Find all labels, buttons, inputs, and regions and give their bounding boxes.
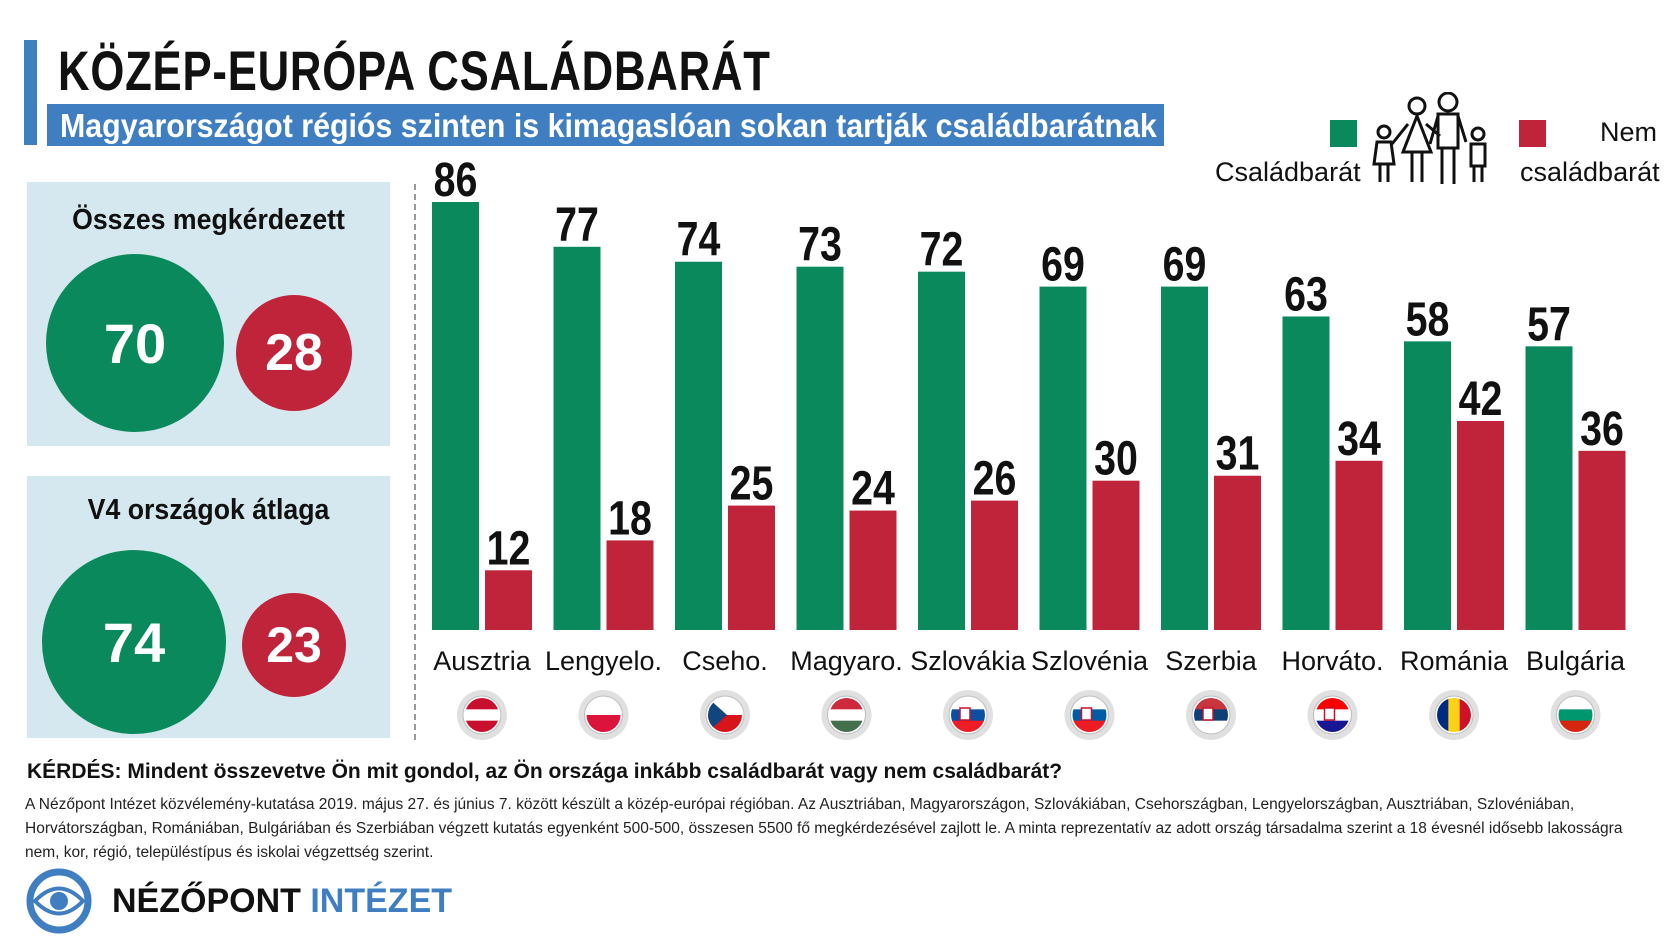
title-accent-bar bbox=[24, 40, 37, 145]
legend-negative-swatch bbox=[1519, 120, 1546, 147]
category-label-3: Magyaro. bbox=[790, 646, 903, 676]
croatia-flag-icon bbox=[1307, 690, 1358, 740]
logo-text-part2: INTÉZET bbox=[310, 882, 453, 920]
bar-negative-1 bbox=[606, 540, 654, 630]
category-label-0: Ausztria bbox=[433, 646, 532, 676]
bar-chart: 86 12 Ausztria 77 18 Lengyelo. 74 25 Cseho. 73 24 M… bbox=[432, 153, 1626, 740]
category-label-7: Horváto. bbox=[1281, 646, 1383, 676]
subtitle-banner bbox=[47, 104, 1164, 146]
hungary-flag-icon bbox=[821, 690, 872, 740]
nezopont-logo-icon bbox=[26, 868, 92, 934]
value-label-negative-2: 25 bbox=[730, 457, 774, 511]
bar-negative-8 bbox=[1457, 420, 1504, 630]
value-label-negative-4: 26 bbox=[973, 452, 1017, 506]
summary-all-negative: 28 bbox=[236, 295, 352, 411]
summary-v4-positive: 74 bbox=[42, 550, 226, 734]
bulgaria-flag-icon bbox=[1550, 690, 1601, 740]
value-label-positive-4: 72 bbox=[920, 223, 964, 277]
logo-text-part1: NÉZŐPONT bbox=[112, 882, 301, 920]
summary-v4-title: V4 országok átlaga bbox=[87, 494, 330, 526]
bar-negative-9 bbox=[1578, 450, 1626, 630]
value-label-negative-5: 30 bbox=[1094, 432, 1138, 486]
legend-negative-label-line2: családbarát bbox=[1520, 157, 1660, 187]
value-label-positive-2: 74 bbox=[677, 213, 721, 267]
category-label-1: Lengyelo. bbox=[545, 646, 662, 676]
methodology-note: A Nézőpont Intézet közvélemény-kutatása … bbox=[25, 796, 1623, 861]
value-label-positive-9: 57 bbox=[1527, 298, 1571, 352]
bar-positive-3 bbox=[796, 266, 844, 630]
poland-flag-icon bbox=[578, 690, 629, 740]
category-label-8: Románia bbox=[1400, 646, 1509, 676]
bar-negative-6 bbox=[1214, 475, 1261, 630]
value-label-positive-3: 73 bbox=[798, 218, 842, 272]
bar-positive-8 bbox=[1404, 341, 1451, 630]
slovakia-flag-icon bbox=[943, 690, 993, 740]
summary-panel-v4: V4 országok átlaga 74 23 bbox=[27, 476, 390, 738]
survey-question: KÉRDÉS: Mindent összevetve Ön mit gondol… bbox=[27, 760, 1063, 783]
value-label-positive-6: 69 bbox=[1163, 238, 1207, 292]
legend-negative-label-line1: Nem bbox=[1600, 117, 1658, 147]
bar-positive-5 bbox=[1039, 286, 1087, 630]
serbia-flag-icon bbox=[1186, 690, 1236, 740]
category-label-9: Bulgária bbox=[1526, 646, 1626, 676]
category-label-6: Szerbia bbox=[1165, 646, 1258, 676]
value-label-positive-8: 58 bbox=[1406, 293, 1450, 347]
page-title: KÖZÉP-EURÓPA CSALÁDBARÁT bbox=[58, 39, 771, 102]
legend-positive-label: Családbarát bbox=[1215, 157, 1361, 187]
bar-negative-4 bbox=[971, 500, 1018, 630]
slovenia-flag-icon bbox=[1064, 690, 1115, 740]
bar-negative-7 bbox=[1335, 460, 1383, 630]
austria-flag-icon bbox=[457, 690, 507, 740]
value-label-negative-8: 42 bbox=[1459, 372, 1503, 426]
czechia-flag-icon bbox=[700, 690, 750, 740]
chart-divider bbox=[414, 184, 416, 740]
summary-all-positive: 70 bbox=[46, 254, 224, 432]
family-icon bbox=[1372, 92, 1487, 184]
bar-negative-0 bbox=[485, 570, 532, 630]
value-label-negative-9: 36 bbox=[1580, 402, 1624, 456]
logo-text: NÉZŐPONT INTÉZET bbox=[112, 882, 452, 921]
bar-positive-2 bbox=[675, 261, 722, 630]
bar-positive-6 bbox=[1161, 286, 1208, 630]
value-label-negative-1: 18 bbox=[608, 492, 652, 546]
value-label-positive-1: 77 bbox=[555, 198, 599, 252]
value-label-negative-7: 34 bbox=[1337, 412, 1381, 466]
category-label-5: Szlovénia bbox=[1031, 646, 1149, 676]
bar-positive-4 bbox=[918, 271, 965, 630]
value-label-positive-7: 63 bbox=[1284, 268, 1328, 322]
romania-flag-icon bbox=[1429, 690, 1479, 740]
bar-positive-1 bbox=[553, 246, 601, 630]
bar-positive-9 bbox=[1525, 346, 1573, 630]
value-label-negative-6: 31 bbox=[1216, 427, 1260, 481]
bar-negative-5 bbox=[1092, 480, 1140, 630]
legend-positive-swatch bbox=[1330, 120, 1357, 147]
category-label-2: Cseho. bbox=[682, 646, 768, 676]
bar-negative-2 bbox=[728, 505, 775, 630]
summary-v4-negative: 23 bbox=[242, 593, 346, 697]
summary-all-title: Összes megkérdezett bbox=[72, 204, 345, 236]
value-label-positive-0: 86 bbox=[434, 153, 478, 207]
page-subtitle: Magyarországot régiós szinten is kimagas… bbox=[60, 107, 1157, 144]
bar-positive-7 bbox=[1282, 316, 1330, 630]
category-label-4: Szlovákia bbox=[910, 646, 1027, 676]
bar-positive-0 bbox=[432, 202, 479, 630]
summary-panel-all: Összes megkérdezett 70 28 bbox=[27, 182, 390, 446]
value-label-negative-3: 24 bbox=[851, 462, 895, 516]
value-label-positive-5: 69 bbox=[1041, 238, 1085, 292]
bar-negative-3 bbox=[849, 510, 897, 630]
value-label-negative-0: 12 bbox=[487, 522, 531, 576]
